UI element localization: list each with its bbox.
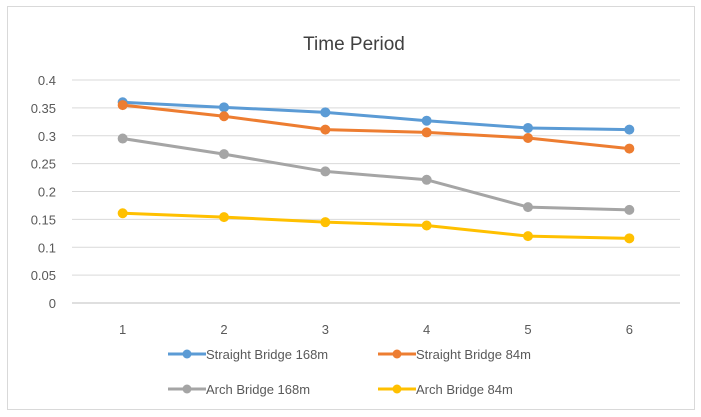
y-tick-label: 0.2 [38,185,56,200]
data-point [421,174,432,185]
legend-label: Straight Bridge 168m [206,347,328,362]
legend-label: Straight Bridge 84m [416,347,531,362]
data-point [624,124,635,135]
x-tick-label: 1 [119,322,126,337]
data-point [219,149,229,160]
y-axis-tick-labels: 0 0.05 0.1 0.15 0.2 0.25 0.3 0.35 0.4 [31,73,56,311]
data-point [624,143,635,154]
data-point [219,212,229,223]
legend-label: Arch Bridge 168m [206,382,310,397]
series-lines [117,97,635,244]
data-point [624,233,635,244]
y-tick-label: 0.35 [31,101,56,116]
legend-marker [182,349,192,359]
data-point [523,202,533,213]
x-tick-label: 3 [322,322,329,337]
data-point [624,204,635,215]
data-point [421,115,432,126]
x-tick-label: 4 [423,322,430,337]
series-line-4 [121,211,631,240]
data-point [117,208,128,219]
data-point [219,102,229,113]
data-point [219,111,229,122]
legend: Straight Bridge 168m Straight Bridge 84m A… [168,347,531,397]
data-point [117,100,128,111]
data-point [421,220,432,231]
legend-item: Straight Bridge 84m [378,347,531,362]
data-point [320,217,331,228]
data-point [523,231,533,242]
legend-label: Arch Bridge 84m [416,382,513,397]
series-line-1 [121,100,631,132]
legend-item: Arch Bridge 168m [168,382,310,397]
series-line-2 [121,103,631,151]
data-point [320,166,331,177]
x-tick-label: 5 [524,322,531,337]
legend-marker [392,349,402,359]
chart-frame: Time Period 0 0.05 0.1 0.15 0.2 0.25 0.3 0.35 0.… [7,6,695,410]
y-tick-label: 0.1 [38,240,56,255]
data-point [320,124,331,135]
y-tick-label: 0.25 [31,157,56,172]
legend-marker [182,384,192,394]
chart-title: Time Period [303,34,405,55]
y-tick-label: 0 [49,296,56,311]
legend-item: Arch Bridge 84m [378,382,513,397]
gridlines [72,79,680,304]
y-tick-label: 0.4 [38,73,56,88]
data-point [523,132,533,143]
data-point [320,107,331,118]
y-tick-label: 0.15 [31,212,56,227]
x-tick-label: 6 [626,322,633,337]
legend-marker [392,384,402,394]
data-point [117,133,128,144]
y-tick-label: 0.05 [31,268,56,283]
legend-item: Straight Bridge 168m [168,347,328,362]
x-tick-label: 2 [220,322,227,337]
series-line-3 [121,137,631,212]
data-point [523,122,533,133]
x-axis-tick-labels: 1 2 3 4 5 6 [119,322,633,337]
line-chart: Time Period 0 0.05 0.1 0.15 0.2 0.25 0.3 0.35 0.… [31,34,680,397]
data-point [421,127,432,138]
y-tick-label: 0.3 [38,129,56,144]
